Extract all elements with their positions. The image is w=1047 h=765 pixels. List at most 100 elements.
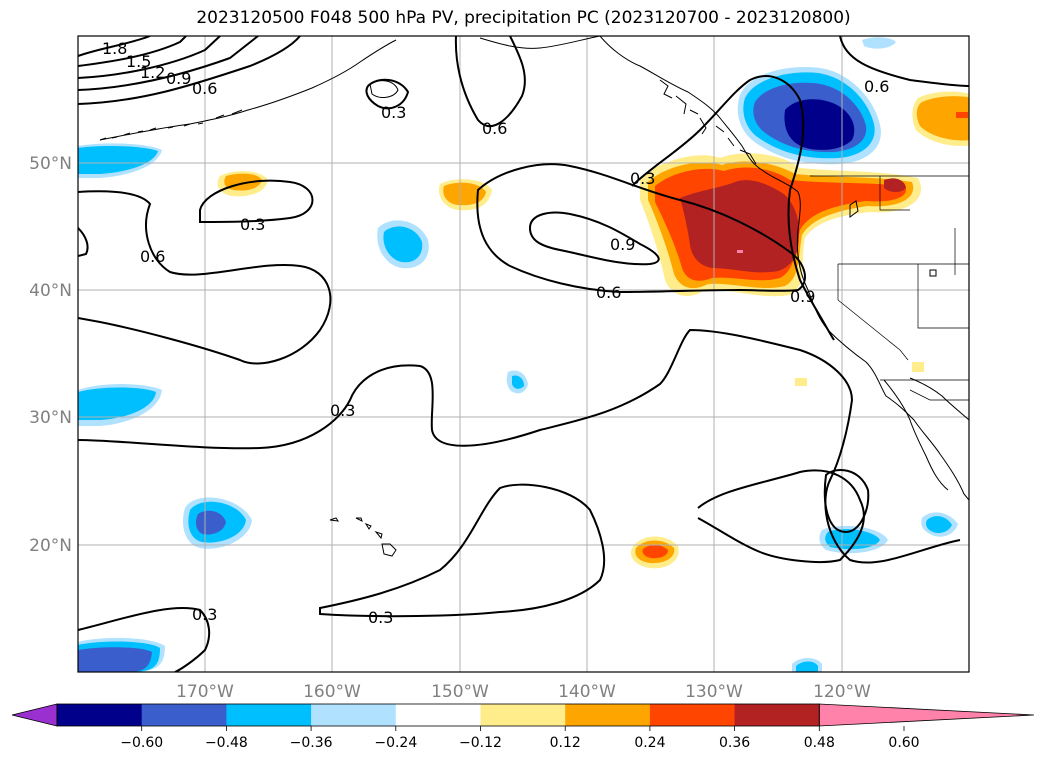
colorbar-tick-label: 0.12 <box>550 735 581 751</box>
precip-neg-j3 <box>78 647 152 672</box>
precip-neg-i3 <box>195 510 226 535</box>
colorbar-segment <box>141 704 227 726</box>
contour-label: 0.6 <box>192 79 217 98</box>
lat-tick-50: 50°N <box>29 154 72 174</box>
contour-labels: 1.8 1.5 1.2 0.9 0.6 0.3 0.3 0.6 0.3 0.6 … <box>102 39 889 627</box>
contour-label: 0.6 <box>482 119 507 138</box>
precip-pos-d <box>795 378 807 386</box>
colorbar-tick-label: −0.12 <box>459 735 502 751</box>
map-panel: 1.8 1.5 1.2 0.9 0.6 0.3 0.3 0.6 0.3 0.6 … <box>78 36 969 672</box>
coastlines <box>99 36 969 557</box>
pv-contour-1.5 <box>78 36 187 67</box>
contour-label: 0.3 <box>192 605 217 624</box>
map-frame <box>77 35 970 673</box>
pv-contour-1.8 <box>78 36 151 57</box>
colorbar: −0.60 −0.48 −0.36 −0.24 −0.12 0.12 0.24 0.36 0.4… <box>11 703 1035 751</box>
precip-pos-ne-orange <box>916 96 969 141</box>
pv-contour-1.2 <box>78 36 221 79</box>
lat-tick-20: 20°N <box>29 536 72 556</box>
contour-label: 0.3 <box>630 169 655 188</box>
precip-pos-0.60 <box>737 250 743 253</box>
colorbar-segment <box>311 704 397 726</box>
contour-label: 1.8 <box>102 39 127 58</box>
contour-label: 0.6 <box>140 247 165 266</box>
bc-islands <box>659 79 757 165</box>
colorbar-tick-label: 0.48 <box>804 735 835 751</box>
contour-label: 0.6 <box>596 283 621 302</box>
precip-neg-n <box>862 37 896 49</box>
pv-contour-0.9-center <box>528 211 660 266</box>
colorbar-tick-label: 0.24 <box>634 735 665 751</box>
precip-neg-l2 <box>926 516 952 533</box>
colorbar-outline <box>56 703 820 727</box>
lat-tick-labels: 20°N 30°N 40°N 50°N <box>29 154 72 556</box>
gridlines <box>78 36 969 672</box>
colorbar-extend-min <box>11 703 58 727</box>
alaska-coast <box>99 36 601 141</box>
contour-label: 0.3 <box>368 608 393 627</box>
contour-label: 0.9 <box>790 287 815 306</box>
precip-neg-f2 <box>383 226 423 263</box>
us-borders <box>810 175 969 401</box>
precip-pos-0.48 <box>680 180 799 273</box>
lat-tick-40: 40°N <box>29 281 72 301</box>
precip-neg-tl2 <box>78 146 158 174</box>
lon-tick-160w: 160°W <box>303 682 361 702</box>
pv-contour-0.6-d <box>78 190 332 365</box>
precip-pos-0.48b <box>884 178 906 193</box>
pv-contour-0.3-sw <box>78 607 211 672</box>
north-america-coast <box>599 36 969 501</box>
precip-neg-k2 <box>825 529 880 550</box>
colorbar-tick-label: 0.60 <box>888 735 919 751</box>
colorbar-segment <box>649 704 736 726</box>
contour-label: 1.2 <box>140 63 165 82</box>
precip-neg-m2 <box>796 661 818 672</box>
pv-contour-0.3-south <box>319 483 606 618</box>
pv-contour-0.3-a <box>365 78 410 110</box>
lon-tick-120w: 120°W <box>813 682 871 702</box>
precip-pos-a2 <box>443 182 486 206</box>
pv-contour-0.9-nw <box>78 36 259 91</box>
colorbar-extend-max <box>818 703 1035 727</box>
precip-pos-e <box>912 362 924 372</box>
pv-contour-0.3-ridge <box>631 75 835 341</box>
pv-contour-0.6-b <box>454 36 526 127</box>
lon-tick-140w: 140°W <box>558 682 616 702</box>
pv-contours <box>78 36 969 672</box>
contour-label: 0.9 <box>166 69 191 88</box>
pv-contour-0.3-c <box>199 179 314 224</box>
pv-contour-0.6-ne <box>839 36 969 87</box>
pv-contour-0.6-center <box>476 163 806 294</box>
pv-contour-0.3-west <box>78 328 961 564</box>
colorbar-segment <box>226 704 312 726</box>
colorbar-segment <box>565 704 651 726</box>
contour-label: 0.9 <box>610 235 635 254</box>
contour-label: 0.3 <box>330 401 355 420</box>
precip-pos-c3 <box>642 544 668 559</box>
hawaii-islands <box>329 517 397 557</box>
lon-tick-150w: 150°W <box>431 682 489 702</box>
precip-pos-ne-red <box>956 112 968 118</box>
colorbar-segment <box>395 704 481 726</box>
colorbar-tick-label: −0.24 <box>374 735 417 751</box>
colorbar-tick-label: −0.36 <box>290 735 333 751</box>
pv-contour-west-edge <box>78 227 89 257</box>
colorbar-tick-label: −0.60 <box>120 735 163 751</box>
lat-tick-30: 30°N <box>29 408 72 428</box>
lon-tick-170w: 170°W <box>176 682 234 702</box>
contour-label: 1.5 <box>126 52 151 71</box>
precip-neg-h2 <box>78 387 156 420</box>
alaska-islands <box>99 80 399 141</box>
baja-peninsula <box>883 377 969 491</box>
precip-neg-g2 <box>512 375 524 389</box>
contour-label: 0.6 <box>864 77 889 96</box>
pv-contour-0.3-se <box>823 468 870 534</box>
great-basin-lakes <box>849 200 937 277</box>
colorbar-segment <box>734 704 820 726</box>
pv-contour-0.3-east <box>697 469 865 563</box>
colorbar-segment <box>57 704 143 726</box>
figure-title: 2023120500 F048 500 hPa PV, precipitatio… <box>196 8 851 28</box>
lon-tick-labels: 170°W 160°W 150°W 140°W 130°W 120°W <box>176 682 871 702</box>
pv-contour-0.6-nw <box>78 36 301 105</box>
